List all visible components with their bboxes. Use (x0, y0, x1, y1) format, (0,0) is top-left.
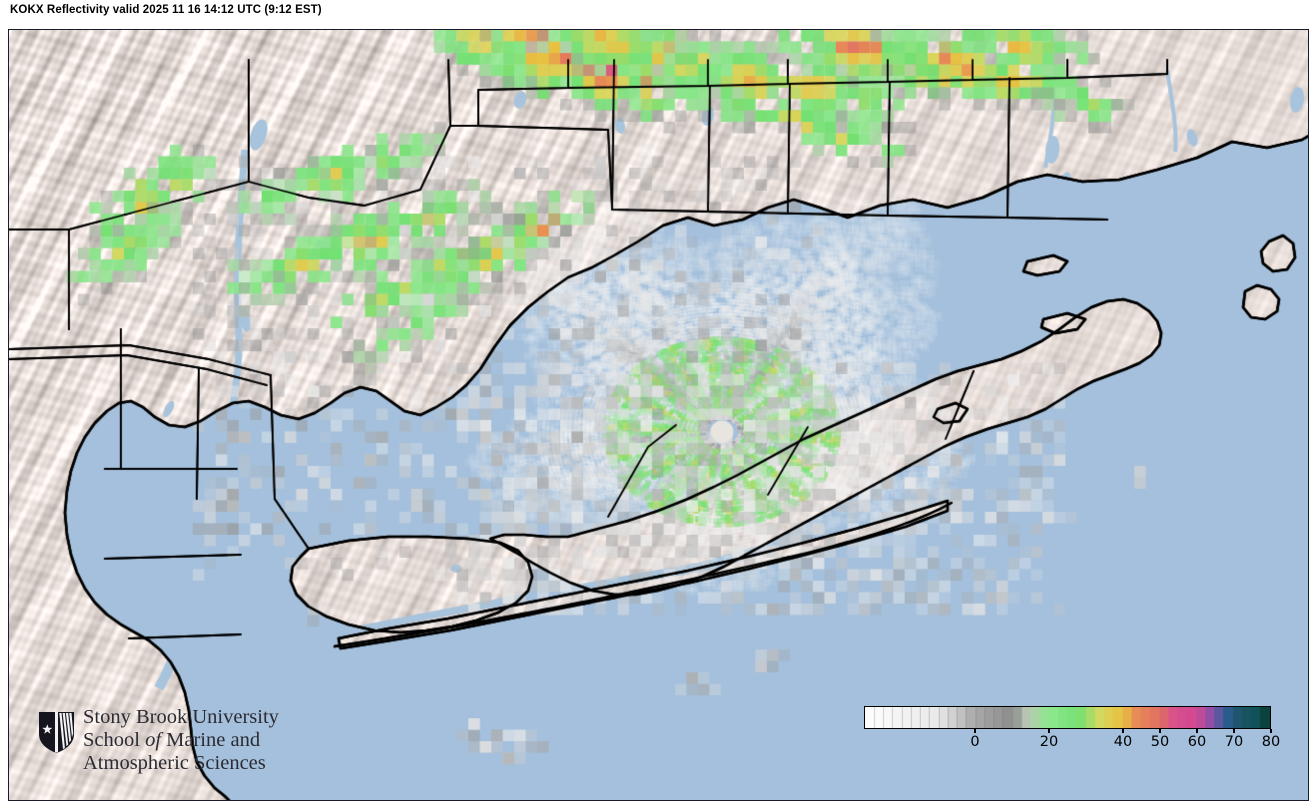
colorbar-swatch (864, 706, 1271, 729)
colorbar-tick-mark (1233, 729, 1235, 733)
colorbar-tick-label: 80 (1261, 734, 1281, 750)
radar-map-canvas[interactable] (9, 30, 1308, 800)
logo-line-2: School of Marine and (83, 729, 279, 752)
colorbar-tick-mark (1048, 729, 1050, 733)
logo-line-2-b: Marine and (161, 728, 261, 751)
colorbar-tick-label: 50 (1150, 734, 1170, 750)
radar-map[interactable] (8, 29, 1309, 801)
colorbar-tick-mark (974, 729, 976, 733)
page-title: KOKX Reflectivity valid 2025 11 16 14:12… (10, 4, 322, 16)
logo-line-3: Atmospheric Sciences (83, 751, 266, 774)
colorbar-tick-mark (1270, 729, 1272, 733)
logo-line-2-a: School (83, 728, 146, 751)
colorbar-tick-label: 40 (1113, 734, 1133, 750)
colorbar-tick-label: 70 (1224, 734, 1244, 750)
colorbar-tick-label: 0 (970, 734, 980, 750)
colorbar-tick-mark (1196, 729, 1198, 733)
reflectivity-colorbar: 0 20 40 50 60 70 80 (864, 706, 1280, 762)
colorbar-tick-mark (1159, 729, 1161, 733)
logo-line-2-italic: of (145, 728, 162, 751)
colorbar-gradient (865, 707, 1270, 728)
sbu-logo-text: Stony Brook University School of Marine … (83, 706, 279, 775)
sbu-logo: Stony Brook University School of Marine … (38, 706, 279, 775)
colorbar-tick-label: 60 (1187, 734, 1207, 750)
colorbar-tick-label: 20 (1039, 734, 1059, 750)
sbu-shield-icon (38, 710, 76, 759)
colorbar-tick-mark (1122, 729, 1124, 733)
colorbar-ticks: 0 20 40 50 60 70 80 (864, 729, 1280, 762)
logo-line-1: Stony Brook University (83, 706, 279, 728)
